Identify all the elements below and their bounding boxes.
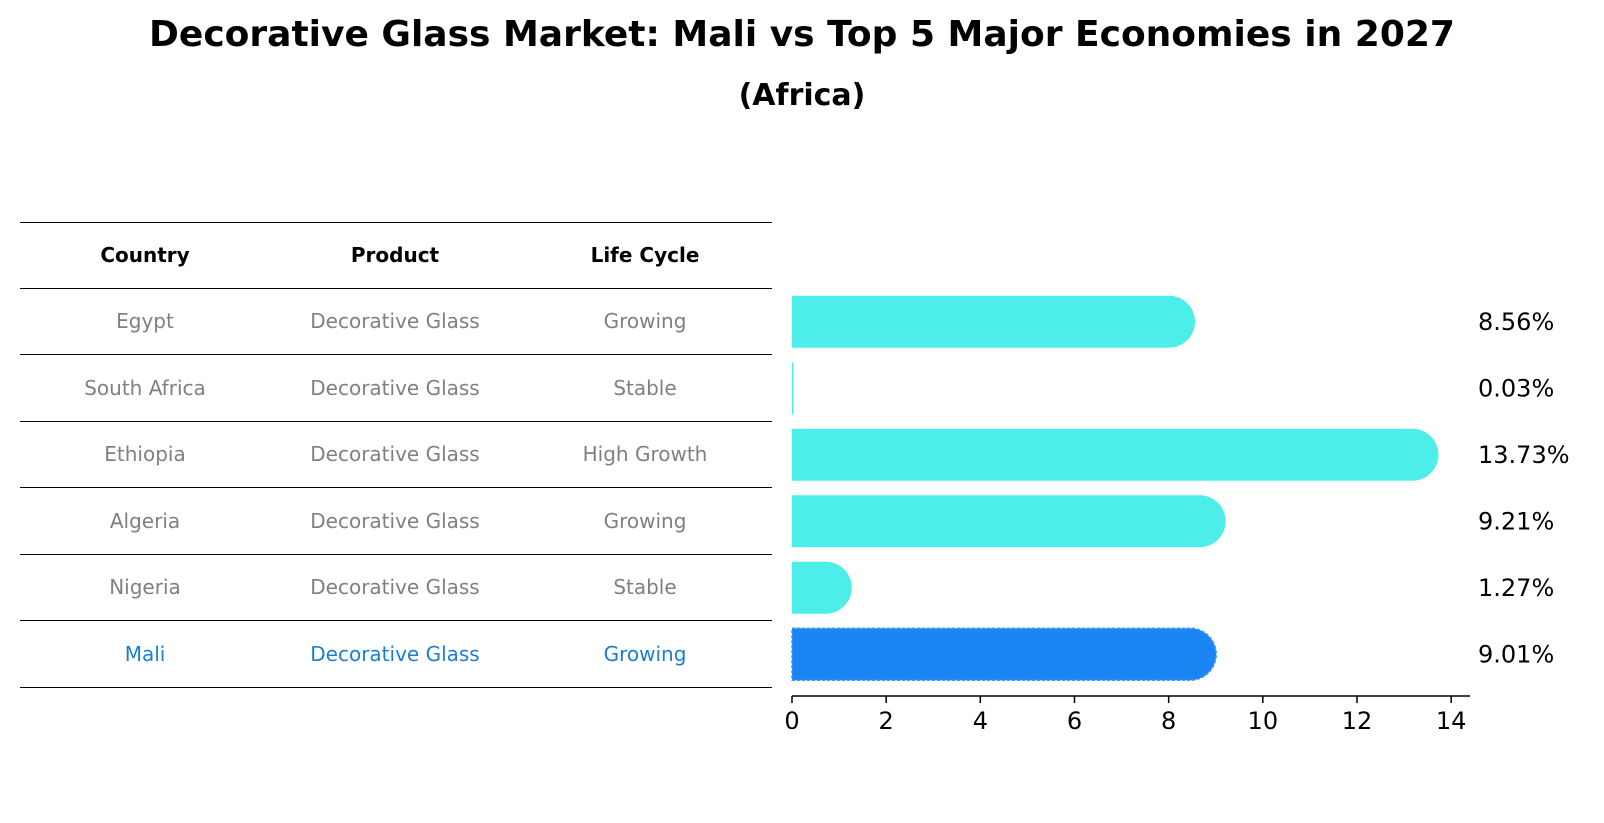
x-tick-label: 4: [973, 707, 988, 735]
cell-life-cycle: Growing: [603, 508, 687, 533]
x-tick-label: 8: [1161, 707, 1176, 735]
cell-life-cycle: Stable: [613, 575, 677, 600]
table-row: Ethiopia Decorative Glass High Growth: [20, 422, 772, 488]
cell-life-cycle: Growing: [603, 641, 687, 666]
cell-country: South Africa: [84, 375, 206, 400]
value-label: 8.56%: [1478, 308, 1554, 336]
cell-country: Mali: [124, 641, 166, 666]
x-tick-label: 10: [1248, 707, 1279, 735]
cell-product: Decorative Glass: [310, 442, 480, 467]
cell-life-cycle: Growing: [603, 309, 687, 334]
x-tick-label: 2: [879, 707, 894, 735]
value-label: 9.01%: [1478, 640, 1554, 668]
value-label: 0.03%: [1478, 374, 1554, 402]
header-product: Product: [350, 243, 440, 268]
cell-product: Decorative Glass: [310, 309, 480, 334]
value-label: 9.21%: [1478, 507, 1554, 535]
bar-mali: [791, 627, 1217, 681]
bar-egypt: [792, 295, 1196, 348]
value-label: 1.27%: [1478, 574, 1554, 602]
value-label: 13.73%: [1478, 441, 1570, 469]
table-header-row: Country Product Life Cycle: [20, 222, 772, 289]
header-country: Country: [100, 243, 190, 268]
cell-product: Decorative Glass: [310, 575, 480, 600]
bar-ethiopia: [792, 428, 1439, 481]
table-row: Egypt Decorative Glass Growing: [20, 289, 772, 355]
cell-life-cycle: Stable: [613, 375, 677, 400]
x-tick-label: 6: [1067, 707, 1082, 735]
cell-country: Nigeria: [109, 575, 181, 600]
data-table: Country Product Life Cycle Egypt Decorat…: [20, 222, 772, 688]
bar-nigeria: [792, 561, 852, 614]
x-tick-label: 14: [1436, 707, 1467, 735]
bar-algeria: [792, 495, 1226, 548]
x-tick-label: 0: [784, 707, 799, 735]
chart-subtitle: (Africa): [738, 78, 866, 113]
cell-life-cycle: High Growth: [582, 442, 708, 467]
cell-country: Egypt: [116, 309, 174, 334]
cell-country: Algeria: [109, 508, 181, 533]
cell-product: Decorative Glass: [310, 641, 480, 666]
table-row: Nigeria Decorative Glass Stable: [20, 555, 772, 621]
table-row-highlight: Mali Decorative Glass Growing: [20, 621, 772, 688]
bar-south-africa: [792, 362, 794, 415]
cell-product: Decorative Glass: [310, 508, 480, 533]
chart-title: Decorative Glass Market: Mali vs Top 5 M…: [149, 14, 1455, 55]
table-row: South Africa Decorative Glass Stable: [20, 355, 772, 422]
table-row: Algeria Decorative Glass Growing: [20, 488, 772, 555]
cell-product: Decorative Glass: [310, 375, 480, 400]
header-life-cycle: Life Cycle: [590, 243, 700, 268]
x-tick-label: 12: [1342, 707, 1373, 735]
cell-country: Ethiopia: [104, 442, 186, 467]
